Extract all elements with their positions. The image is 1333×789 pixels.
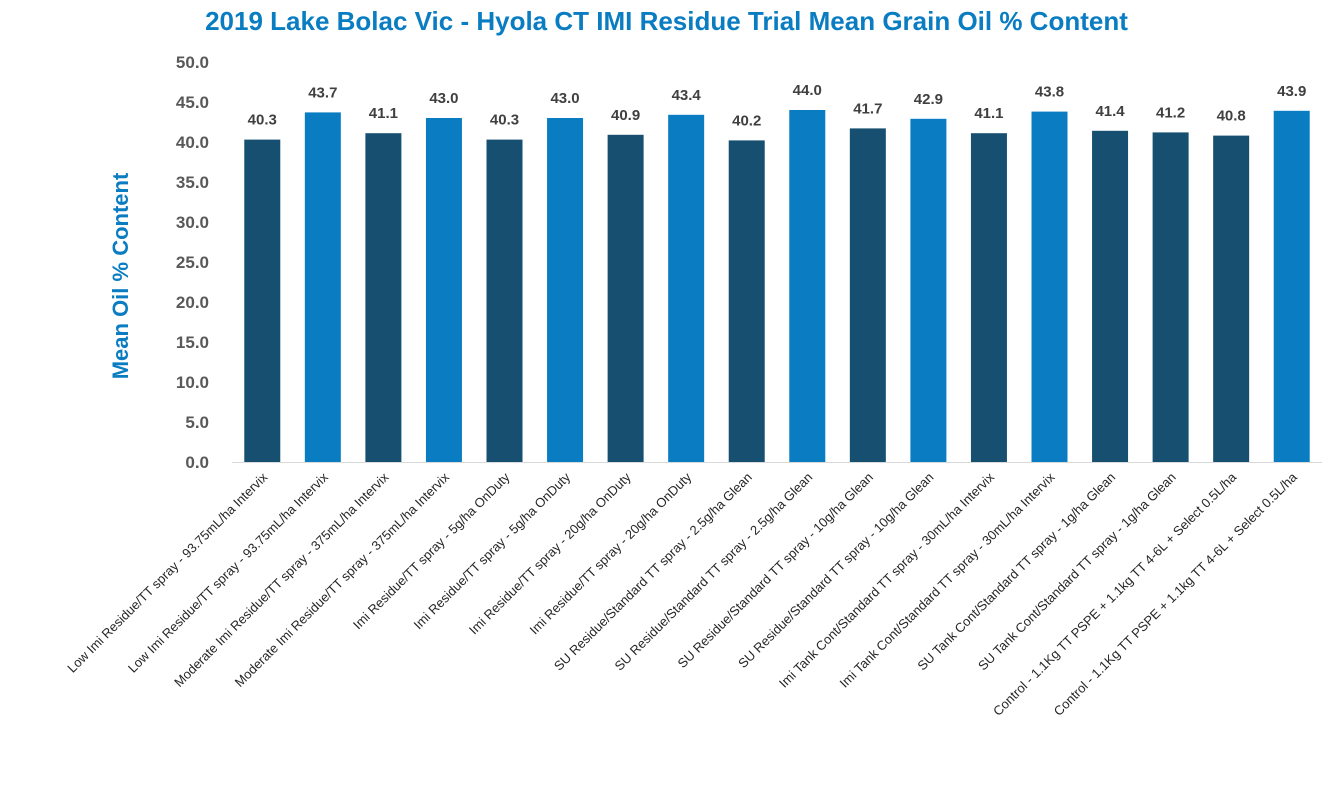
x-tick-label: Moderate Imi Residue/TT spray - 375mL/ha… [232, 469, 453, 690]
data-label: 43.9 [1277, 83, 1306, 100]
data-label: 40.2 [732, 112, 761, 129]
data-label: 43.0 [550, 90, 579, 107]
data-label: 40.3 [248, 112, 277, 129]
bar [607, 134, 644, 463]
y-tick-label: 5.0 [185, 413, 209, 432]
bar [1213, 135, 1250, 462]
y-tick-label: 40.0 [176, 133, 209, 152]
data-label: 43.8 [1035, 84, 1064, 101]
data-label: 40.3 [490, 112, 519, 129]
data-label: 43.0 [429, 90, 458, 107]
y-tick-label: 25.0 [176, 253, 209, 272]
x-tick-label: Imi Tank Cont/Standard TT spray - 30mL/h… [837, 469, 1058, 690]
bar [304, 112, 341, 463]
bar [910, 118, 947, 463]
y-tick-label: 45.0 [176, 93, 209, 112]
bar [668, 114, 705, 463]
bars-group [244, 110, 1310, 463]
x-tick-label: Moderate Imi Residue/TT spray - 375mL/ha… [171, 469, 392, 690]
data-label: 40.9 [611, 107, 640, 124]
x-axis: Low Imi Residue/TT spray - 93.75mL/ha In… [64, 462, 1322, 719]
data-label: 43.4 [672, 87, 702, 104]
data-label: 43.7 [308, 84, 337, 101]
bar [486, 139, 523, 462]
bar [849, 128, 886, 462]
chart-title: 2019 Lake Bolac Vic - Hyola CT IMI Resid… [205, 6, 1128, 36]
bar [425, 118, 462, 462]
data-label: 42.9 [914, 91, 943, 108]
data-label: 41.7 [853, 100, 882, 117]
bar [728, 140, 765, 462]
data-label: 41.4 [1095, 103, 1125, 120]
bar [1152, 132, 1189, 462]
bar [244, 139, 281, 462]
y-tick-label: 20.0 [176, 293, 209, 312]
x-tick-label: Imi Tank Cont/Standard TT spray - 30mL/h… [776, 469, 997, 690]
bar [365, 133, 402, 462]
bar [547, 118, 584, 462]
data-label: 41.1 [369, 105, 398, 122]
data-label: 44.0 [793, 82, 822, 99]
y-axis-title: Mean Oil % Content [108, 172, 133, 379]
y-tick-label: 30.0 [176, 213, 209, 232]
bar [970, 133, 1007, 462]
data-label: 41.2 [1156, 104, 1185, 121]
y-axis: 0.0 5.0 10.0 15.0 20.0 25.0 30.0 35.0 40.0 45.0 50… [176, 53, 209, 472]
data-labels-group: 40.3 43.7 41.1 43.0 40.3 43.0 40.9 43.4 40.2 44.0… [248, 82, 1307, 129]
y-tick-label: 35.0 [176, 173, 209, 192]
y-tick-label: 50.0 [176, 53, 209, 72]
data-label: 40.8 [1217, 108, 1246, 125]
y-tick-label: 0.0 [185, 453, 209, 472]
bar [789, 110, 826, 462]
y-tick-label: 15.0 [176, 333, 209, 352]
data-label: 41.1 [974, 105, 1003, 122]
x-tick-label: Low Imi Residue/TT spray - 93.75mL/ha In… [64, 469, 270, 675]
bar [1273, 110, 1310, 463]
bar [1092, 130, 1129, 463]
y-tick-label: 10.0 [176, 373, 209, 392]
bar [1031, 111, 1068, 462]
